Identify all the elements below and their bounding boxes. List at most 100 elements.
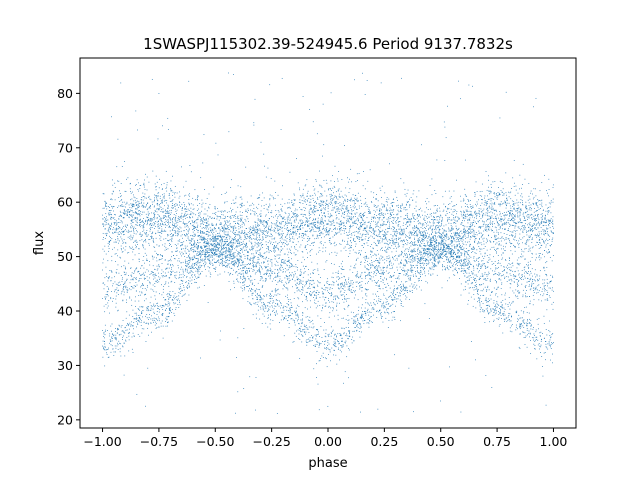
data-point — [286, 238, 288, 239]
data-point — [337, 190, 339, 192]
data-point — [149, 230, 151, 232]
data-point — [308, 204, 310, 206]
data-point — [187, 232, 189, 234]
data-point — [230, 218, 232, 219]
data-point — [213, 239, 215, 240]
data-point — [329, 221, 331, 223]
data-point — [120, 236, 122, 238]
data-point — [236, 241, 238, 243]
data-point — [340, 233, 342, 235]
data-point — [525, 211, 527, 213]
data-point — [503, 214, 505, 216]
data-point — [102, 218, 104, 220]
data-point — [180, 227, 182, 229]
data-point — [214, 236, 216, 237]
data-point — [162, 224, 164, 226]
data-point — [347, 199, 349, 201]
data-point — [166, 225, 168, 227]
data-point — [225, 222, 227, 224]
data-point — [542, 229, 544, 231]
data-point — [391, 212, 393, 213]
data-point — [335, 202, 337, 203]
data-point — [368, 213, 370, 214]
data-point — [445, 234, 447, 236]
data-point — [495, 239, 497, 241]
data-point — [424, 226, 426, 228]
data-point — [374, 234, 375, 236]
data-point — [423, 231, 425, 233]
data-point — [108, 210, 110, 211]
data-point — [342, 201, 344, 203]
data-point — [420, 254, 422, 256]
data-point — [522, 201, 523, 203]
data-point — [367, 240, 369, 241]
data-point — [153, 201, 155, 203]
data-point — [378, 234, 380, 236]
data-point — [136, 221, 138, 223]
data-point — [506, 234, 508, 235]
data-point — [517, 216, 519, 218]
data-point — [460, 248, 462, 250]
data-point — [182, 207, 183, 208]
data-point — [139, 224, 140, 226]
data-point — [258, 229, 260, 231]
data-point — [212, 233, 214, 235]
data-point — [266, 208, 268, 210]
data-point — [538, 221, 539, 223]
data-point — [289, 241, 291, 242]
data-point — [289, 238, 290, 240]
data-point — [415, 219, 417, 220]
data-point — [275, 250, 276, 252]
data-point — [432, 229, 433, 230]
data-point — [186, 214, 187, 216]
data-point — [402, 233, 404, 235]
data-point — [364, 203, 366, 205]
data-point — [284, 211, 286, 213]
data-point — [320, 220, 322, 222]
data-point — [340, 223, 342, 225]
data-point — [265, 241, 267, 243]
data-point — [550, 212, 552, 214]
data-point — [325, 231, 327, 233]
data-point — [339, 243, 341, 245]
data-point — [154, 194, 156, 196]
data-point — [189, 220, 190, 222]
data-point — [489, 240, 491, 242]
data-point — [511, 218, 513, 220]
data-point — [423, 224, 425, 226]
data-point — [227, 216, 229, 217]
data-point — [463, 244, 465, 245]
data-point — [508, 222, 509, 224]
data-point — [334, 203, 336, 205]
data-point — [262, 238, 264, 240]
data-point — [319, 204, 321, 206]
data-point — [502, 191, 504, 193]
data-point — [294, 199, 296, 201]
data-point — [301, 261, 303, 263]
data-point — [264, 265, 266, 267]
data-point — [253, 266, 255, 267]
data-point — [307, 236, 309, 237]
data-point — [291, 217, 292, 218]
data-point — [323, 244, 324, 246]
data-point — [460, 247, 461, 248]
data-point — [410, 242, 411, 244]
data-point — [452, 214, 454, 216]
data-point — [176, 222, 177, 224]
data-point — [208, 228, 209, 230]
data-point — [479, 216, 480, 217]
data-point — [209, 276, 211, 278]
data-point — [108, 227, 110, 229]
data-point — [360, 213, 361, 214]
data-point — [400, 205, 402, 207]
data-point — [286, 234, 288, 236]
data-point — [490, 200, 492, 202]
data-point — [297, 182, 299, 184]
data-point — [257, 244, 259, 246]
data-point — [117, 236, 119, 238]
data-point — [363, 222, 365, 224]
data-point — [459, 235, 461, 236]
data-point — [197, 235, 199, 236]
data-point — [341, 224, 343, 226]
data-point — [435, 225, 437, 227]
